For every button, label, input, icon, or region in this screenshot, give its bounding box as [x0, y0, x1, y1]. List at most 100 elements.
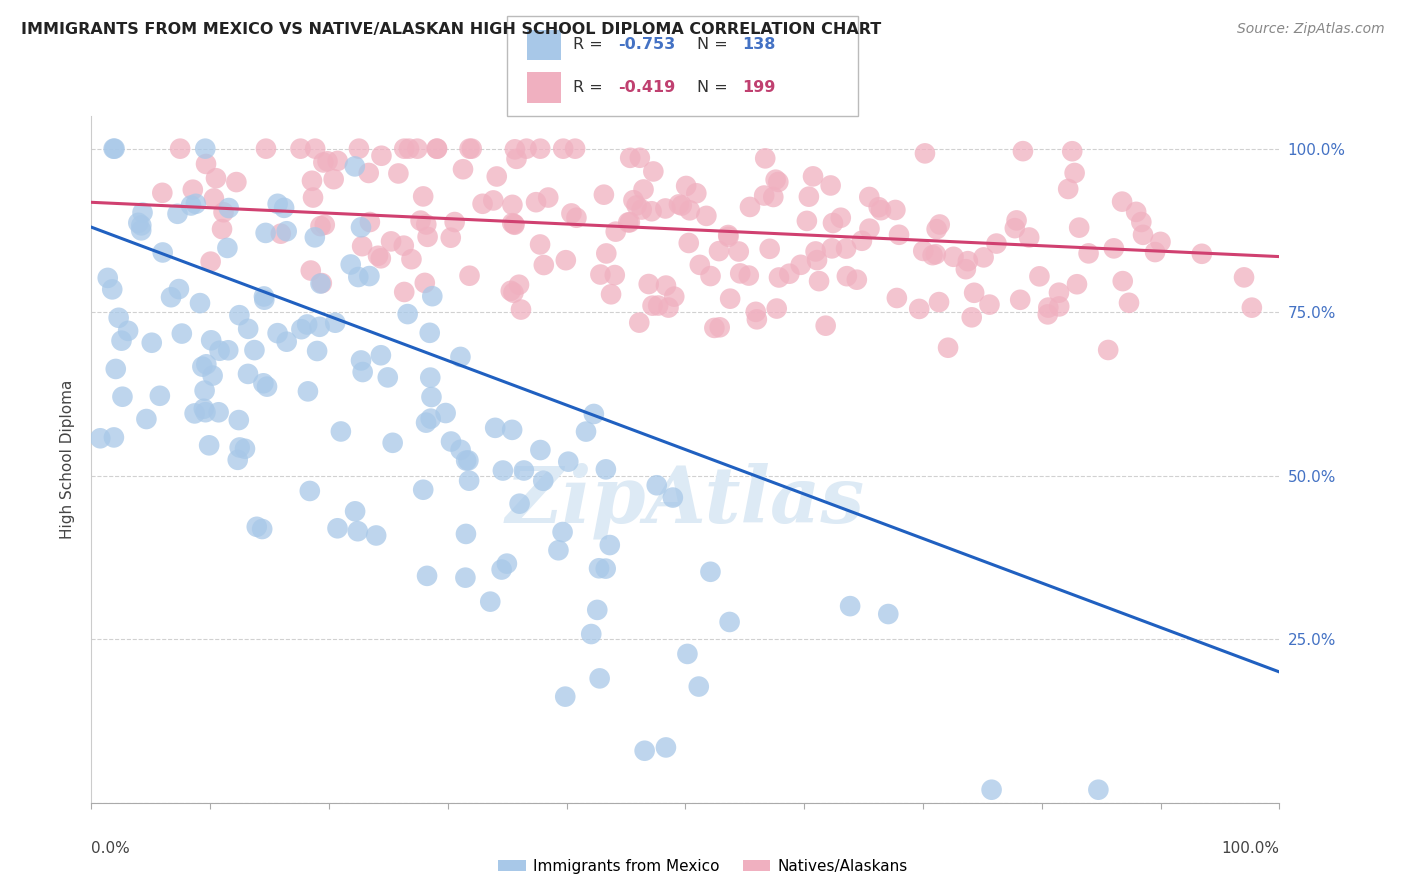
Point	[101, 282, 124, 296]
Point	[434, 406, 457, 420]
Point	[304, 142, 326, 156]
Point	[689, 258, 711, 272]
Point	[479, 594, 502, 608]
Point	[1069, 220, 1091, 235]
Point	[191, 359, 214, 374]
Point	[380, 235, 402, 249]
Point	[745, 312, 768, 326]
Point	[626, 198, 648, 212]
Point	[1191, 247, 1213, 261]
Point	[149, 389, 172, 403]
Point	[963, 285, 986, 300]
Text: ZipAtlas: ZipAtlas	[506, 462, 865, 539]
Point	[645, 478, 668, 492]
Point	[290, 142, 312, 156]
Point	[252, 376, 274, 391]
Point	[600, 287, 623, 301]
Point	[456, 453, 478, 467]
Point	[217, 343, 239, 358]
Point	[322, 172, 344, 186]
Point	[450, 442, 472, 457]
Point	[97, 271, 120, 285]
Point	[141, 335, 163, 350]
Point	[851, 234, 873, 248]
Point	[845, 273, 868, 287]
Point	[821, 241, 844, 255]
Point	[796, 214, 818, 228]
Point	[868, 200, 890, 214]
Point	[778, 267, 800, 281]
Point	[207, 405, 229, 419]
Point	[643, 164, 665, 178]
Point	[401, 252, 423, 267]
Point	[406, 142, 429, 156]
Point	[135, 412, 157, 426]
Point	[152, 245, 174, 260]
Point	[531, 474, 554, 488]
Point	[117, 324, 139, 338]
Point	[505, 152, 527, 166]
Point	[419, 326, 441, 340]
Point	[183, 406, 205, 420]
Point	[482, 194, 505, 208]
Point	[266, 326, 288, 340]
Point	[198, 438, 221, 452]
Point	[738, 200, 761, 214]
Point	[443, 215, 465, 229]
Point	[619, 151, 641, 165]
Point	[311, 276, 333, 290]
Point	[623, 193, 645, 207]
Point	[560, 206, 582, 220]
Point	[449, 350, 471, 364]
Point	[589, 268, 612, 282]
Point	[1118, 295, 1140, 310]
Point	[370, 252, 392, 266]
Point	[194, 384, 217, 398]
Point	[377, 370, 399, 384]
Point	[1005, 213, 1028, 227]
Point	[1102, 241, 1125, 255]
Point	[218, 201, 240, 215]
Point	[928, 295, 950, 310]
Point	[1111, 194, 1133, 209]
Point	[451, 162, 474, 177]
Point	[1130, 215, 1153, 229]
Point	[302, 190, 325, 204]
Point	[412, 189, 434, 203]
Point	[699, 565, 721, 579]
Point	[630, 202, 652, 217]
FancyBboxPatch shape	[508, 16, 858, 116]
Point	[104, 362, 127, 376]
Point	[228, 413, 250, 427]
Point	[217, 241, 239, 255]
Point	[1240, 301, 1263, 315]
Point	[554, 253, 576, 268]
Point	[458, 142, 481, 156]
Point	[233, 442, 256, 456]
Point	[617, 215, 640, 229]
Point	[367, 249, 389, 263]
Point	[1112, 274, 1135, 288]
Point	[103, 430, 125, 444]
Point	[181, 183, 204, 197]
Point	[628, 316, 651, 330]
Point	[297, 384, 319, 399]
Point	[211, 222, 233, 236]
Point	[290, 322, 312, 336]
Point	[457, 453, 479, 467]
Point	[200, 254, 222, 268]
Point	[1125, 205, 1147, 219]
Point	[170, 326, 193, 341]
Point	[416, 230, 439, 244]
Point	[508, 277, 530, 292]
Point	[762, 190, 785, 204]
Point	[662, 491, 685, 505]
Point	[150, 186, 173, 200]
Point	[647, 299, 669, 313]
Point	[754, 152, 776, 166]
Point	[256, 379, 278, 393]
Point	[582, 407, 605, 421]
Point	[326, 153, 349, 168]
Point	[194, 142, 217, 156]
Point	[501, 423, 523, 437]
